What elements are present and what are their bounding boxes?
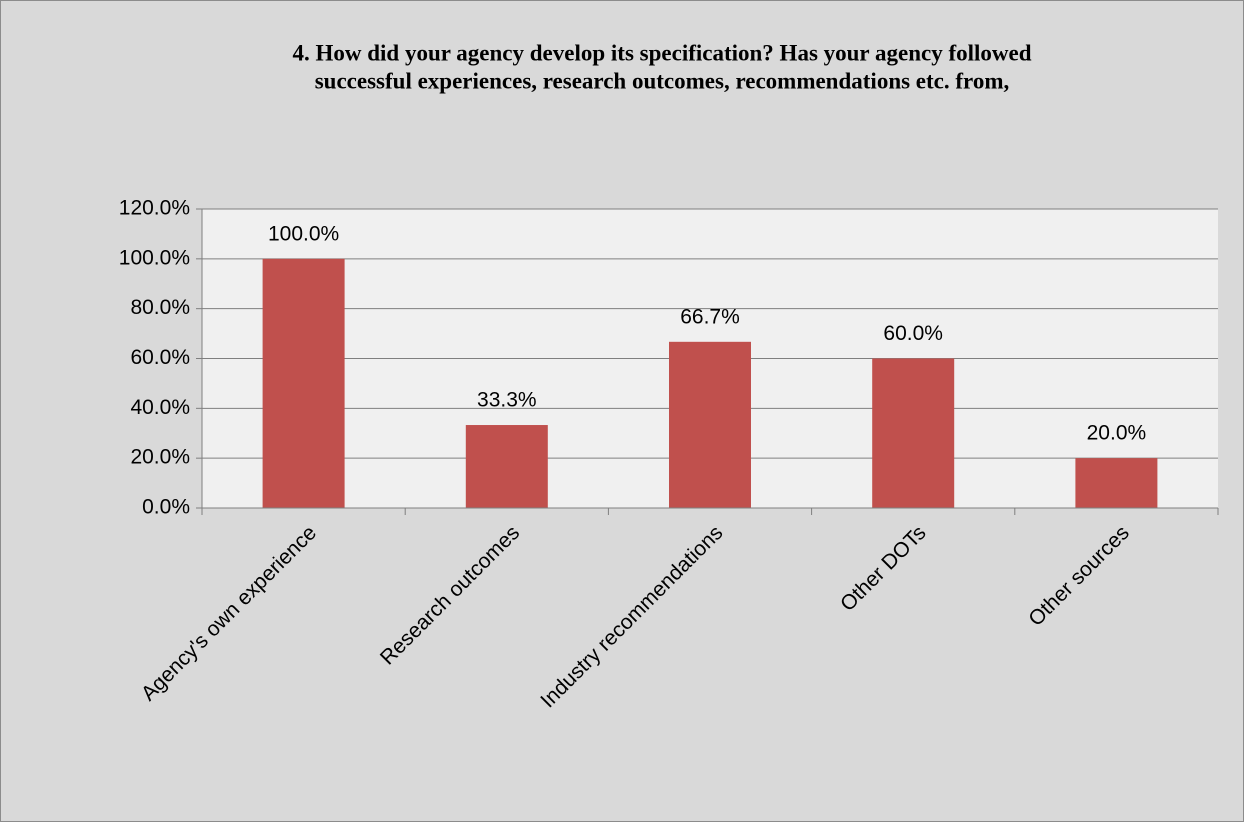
chart-title: 4. How did your agency develop its speci… — [293, 40, 1032, 65]
chart-title: successful experiences, research outcome… — [315, 68, 1010, 93]
y-tick-label: 40.0% — [130, 396, 190, 419]
y-tick-label: 0.0% — [142, 496, 190, 519]
y-tick-label: 60.0% — [130, 346, 190, 369]
y-tick-label: 80.0% — [130, 296, 190, 319]
value-label: 33.3% — [477, 389, 537, 412]
value-label: 100.0% — [268, 222, 339, 245]
bar — [1075, 458, 1158, 508]
bar — [262, 258, 345, 508]
bar — [465, 425, 548, 508]
value-label: 60.0% — [883, 322, 943, 345]
value-label: 66.7% — [680, 305, 740, 328]
bar — [872, 358, 955, 508]
y-tick-label: 100.0% — [119, 246, 190, 269]
y-tick-label: 120.0% — [119, 197, 190, 220]
bar — [669, 341, 751, 508]
value-label: 20.0% — [1087, 422, 1147, 445]
y-tick-label: 20.0% — [130, 446, 190, 469]
